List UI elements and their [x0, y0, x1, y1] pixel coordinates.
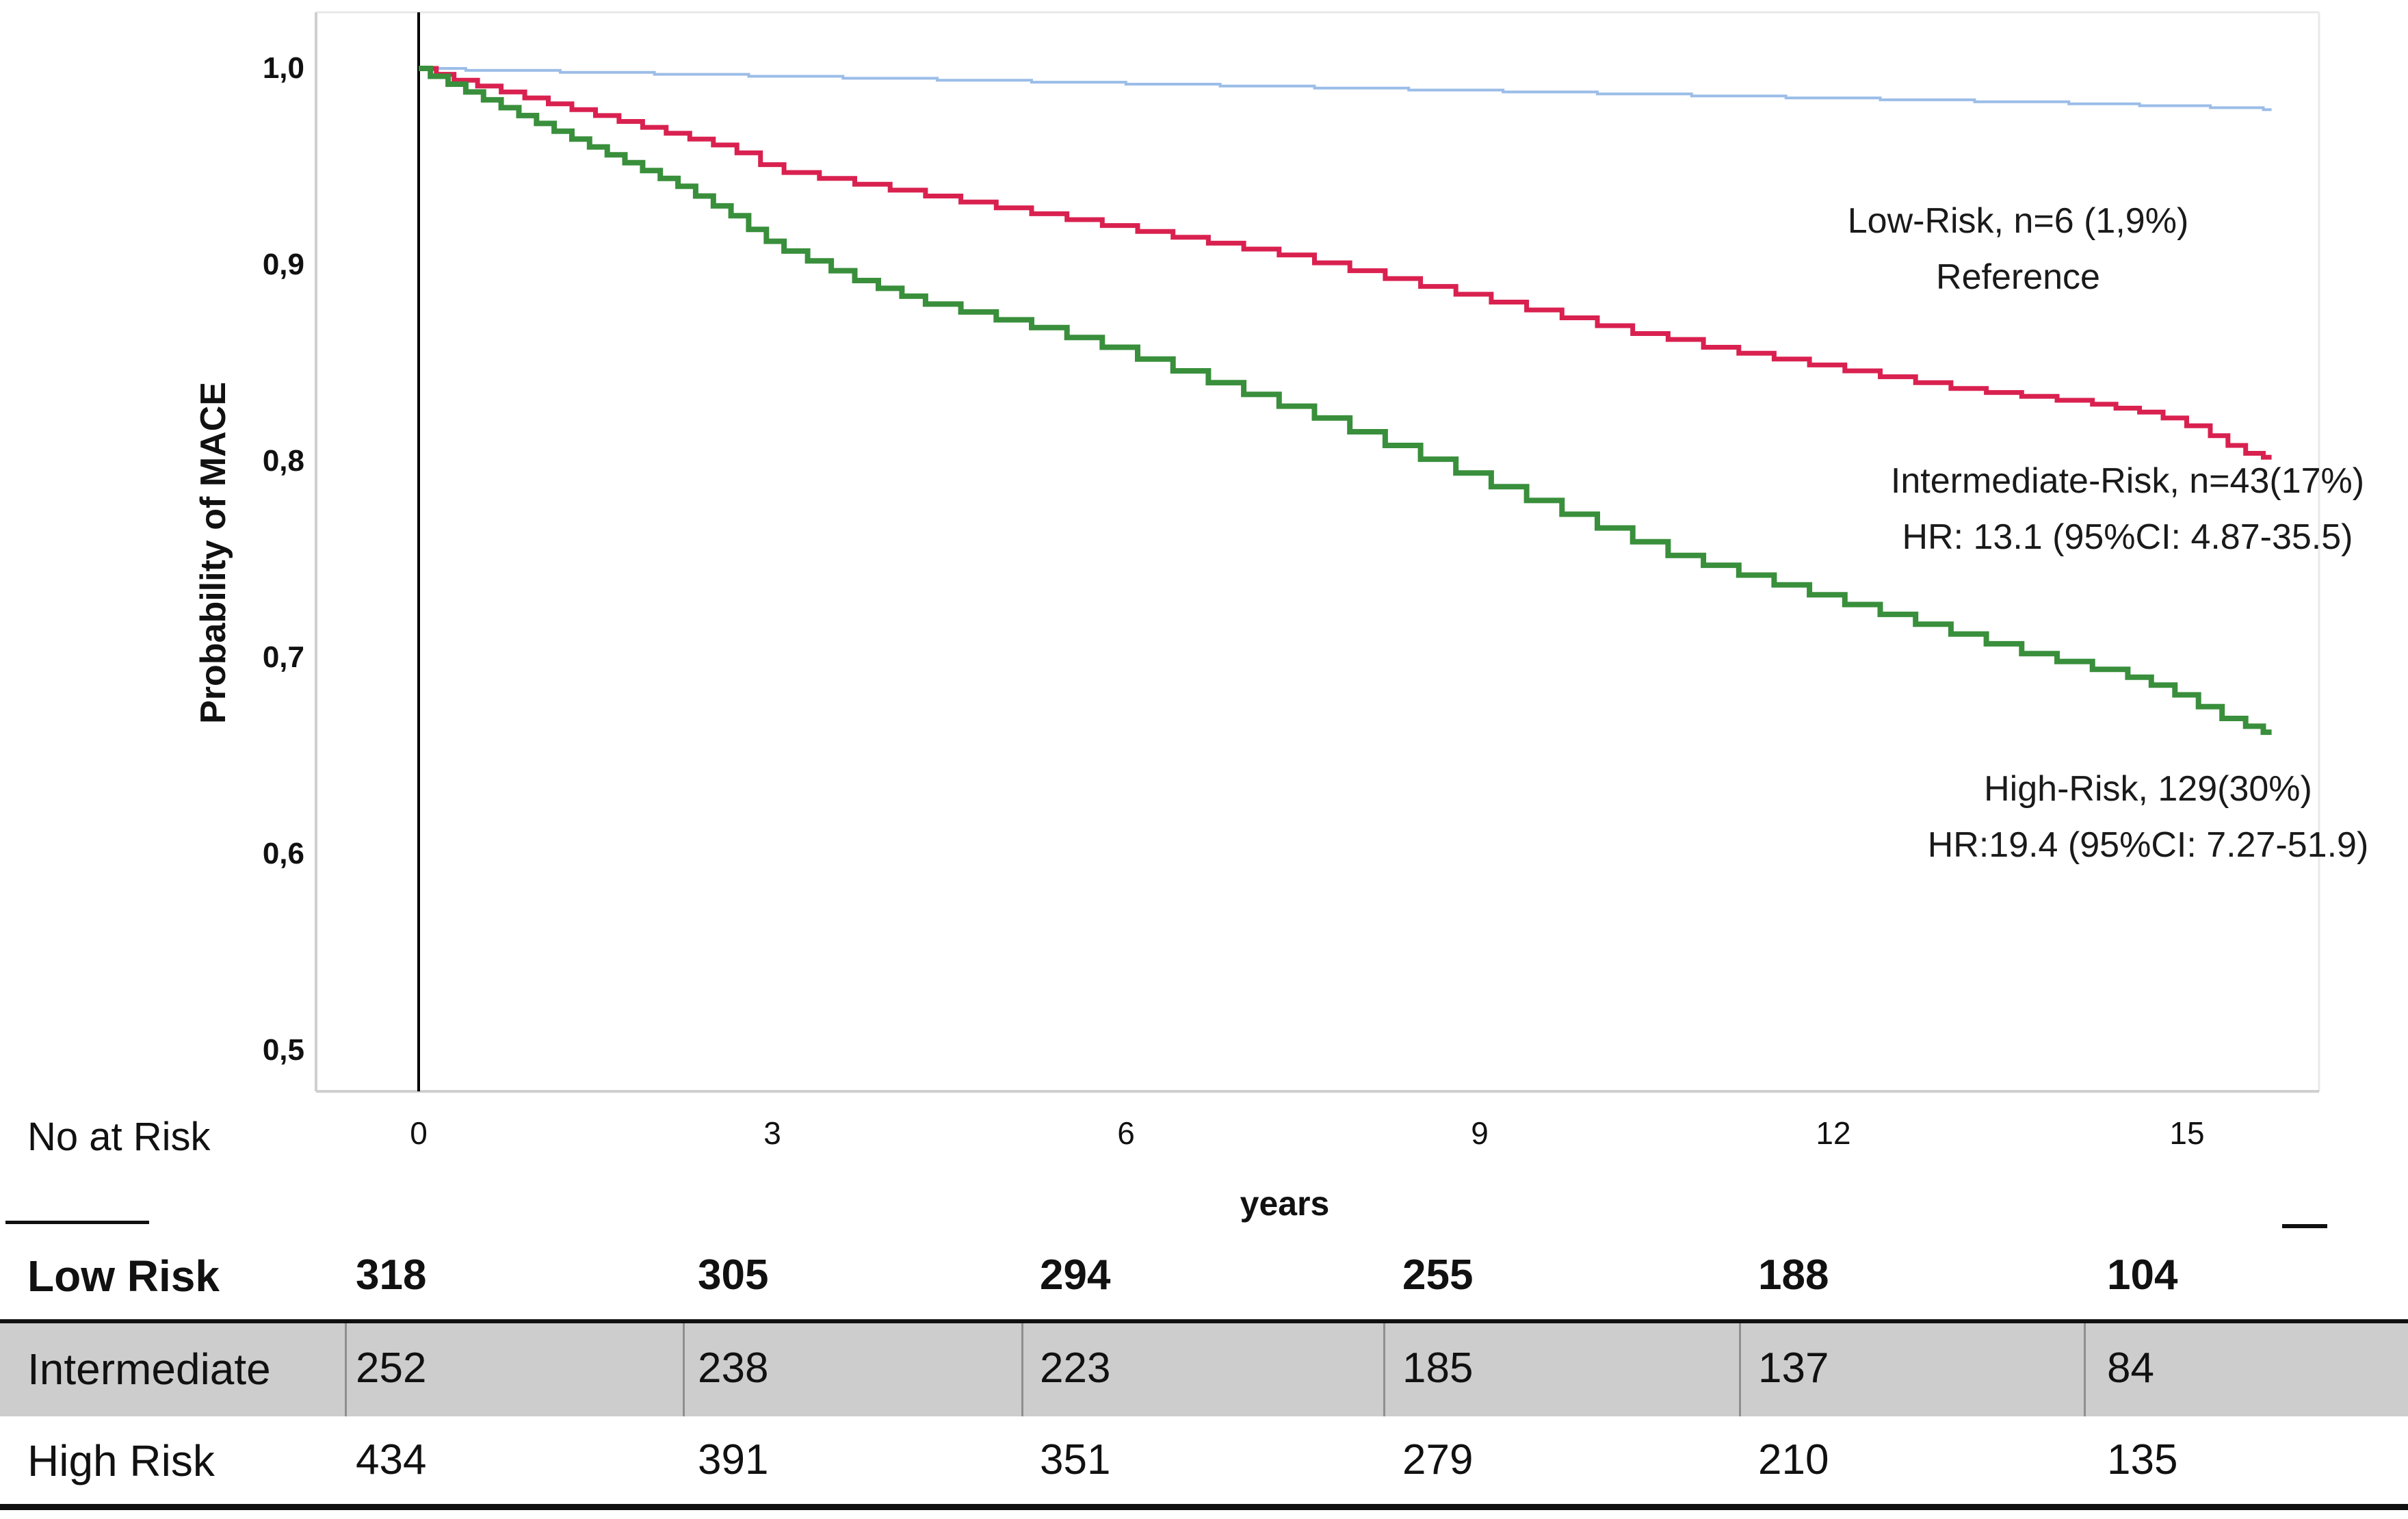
- x-axis-title: years: [1240, 1184, 1330, 1223]
- annotation-intermediate-risk-line2: HR: 13.1 (95%CI: 4.87-35.5): [1902, 517, 2353, 557]
- risk-value: 84: [2107, 1345, 2154, 1392]
- curve-intermediate-risk: [419, 66, 2272, 460]
- cell-border: [345, 1323, 347, 1416]
- annotation-high-risk-line2: HR:19.4 (95%CI: 7.27-51.9): [1927, 825, 2369, 865]
- risk-value: 104: [2107, 1251, 2178, 1299]
- annotation-high-risk: High-Risk, 129(30%) HR:19.4 (95%CI: 7.27…: [1833, 761, 2408, 873]
- y-tick-0.8: 0,8: [262, 444, 304, 478]
- y-tick-0.6: 0,6: [262, 837, 304, 870]
- risk-value: 135: [2107, 1436, 2178, 1483]
- table-top-rule-left: [5, 1221, 149, 1224]
- risk-value: 351: [1040, 1436, 1111, 1483]
- x-tick-0: 0: [410, 1115, 428, 1151]
- risk-value: 252: [356, 1345, 427, 1392]
- cell-border: [1021, 1323, 1023, 1416]
- risk-row-intermediate-label: Intermediate: [27, 1345, 271, 1394]
- x-tick-15: 15: [2169, 1115, 2205, 1151]
- x-tick-3: 3: [763, 1115, 781, 1151]
- annotation-low-risk-line2: Reference: [1936, 257, 2100, 297]
- x-tick-6: 6: [1117, 1115, 1135, 1151]
- curve-low-risk: [419, 67, 2272, 112]
- annotation-intermediate-risk: Intermediate-Risk, n=43(17%) HR: 13.1 (9…: [1813, 453, 2408, 565]
- table-bottom-line: [0, 1504, 2408, 1510]
- risk-row-high: High Risk 434 391 351 279 210 135: [0, 1416, 2408, 1504]
- risk-row-intermediate: Intermediate 252 238 223 185 137 84: [0, 1323, 2408, 1416]
- x-tick-9: 9: [1471, 1115, 1489, 1151]
- risk-value: 391: [698, 1436, 769, 1483]
- risk-value: 238: [698, 1345, 769, 1392]
- cell-border: [1383, 1323, 1385, 1416]
- y-tick-0.5: 0,5: [262, 1033, 304, 1067]
- x-tick-12: 12: [1816, 1115, 1851, 1151]
- risk-value: 318: [356, 1251, 427, 1299]
- risk-value: 210: [1758, 1436, 1829, 1483]
- annotation-low-risk: Low-Risk, n=6 (1,9%) Reference: [1703, 193, 2333, 305]
- risk-value: 188: [1758, 1251, 1829, 1299]
- survival-curves: [419, 66, 2272, 736]
- cell-border: [1739, 1323, 1741, 1416]
- y-tick-0.9: 0,9: [262, 248, 304, 281]
- table-top-rule-right: [2282, 1224, 2327, 1228]
- cell-border: [683, 1323, 685, 1416]
- risk-value: 255: [1402, 1251, 1474, 1299]
- y-tick-1.0: 1,0: [262, 51, 304, 85]
- risk-table-title: No at Risk: [27, 1115, 211, 1159]
- risk-value: 294: [1040, 1251, 1111, 1299]
- risk-row-low: Low Risk 318 305 294 255 188 104: [0, 1245, 2408, 1319]
- risk-value: 137: [1758, 1345, 1829, 1392]
- risk-value: 223: [1040, 1345, 1111, 1392]
- curve-high-risk: [419, 66, 2272, 736]
- risk-value: 434: [356, 1436, 427, 1483]
- risk-row-low-label: Low Risk: [27, 1251, 220, 1301]
- cell-border: [2084, 1323, 2086, 1416]
- risk-row-high-label: High Risk: [27, 1436, 215, 1485]
- risk-value: 279: [1402, 1436, 1474, 1483]
- annotation-high-risk-line1: High-Risk, 129(30%): [1984, 769, 2312, 809]
- annotation-intermediate-risk-line1: Intermediate-Risk, n=43(17%): [1890, 461, 2365, 501]
- y-tick-0.7: 0,7: [262, 640, 304, 674]
- annotation-low-risk-line1: Low-Risk, n=6 (1,9%): [1847, 201, 2189, 241]
- table-separator-line: [0, 1319, 2408, 1323]
- risk-value: 305: [698, 1251, 769, 1299]
- risk-value: 185: [1402, 1345, 1474, 1392]
